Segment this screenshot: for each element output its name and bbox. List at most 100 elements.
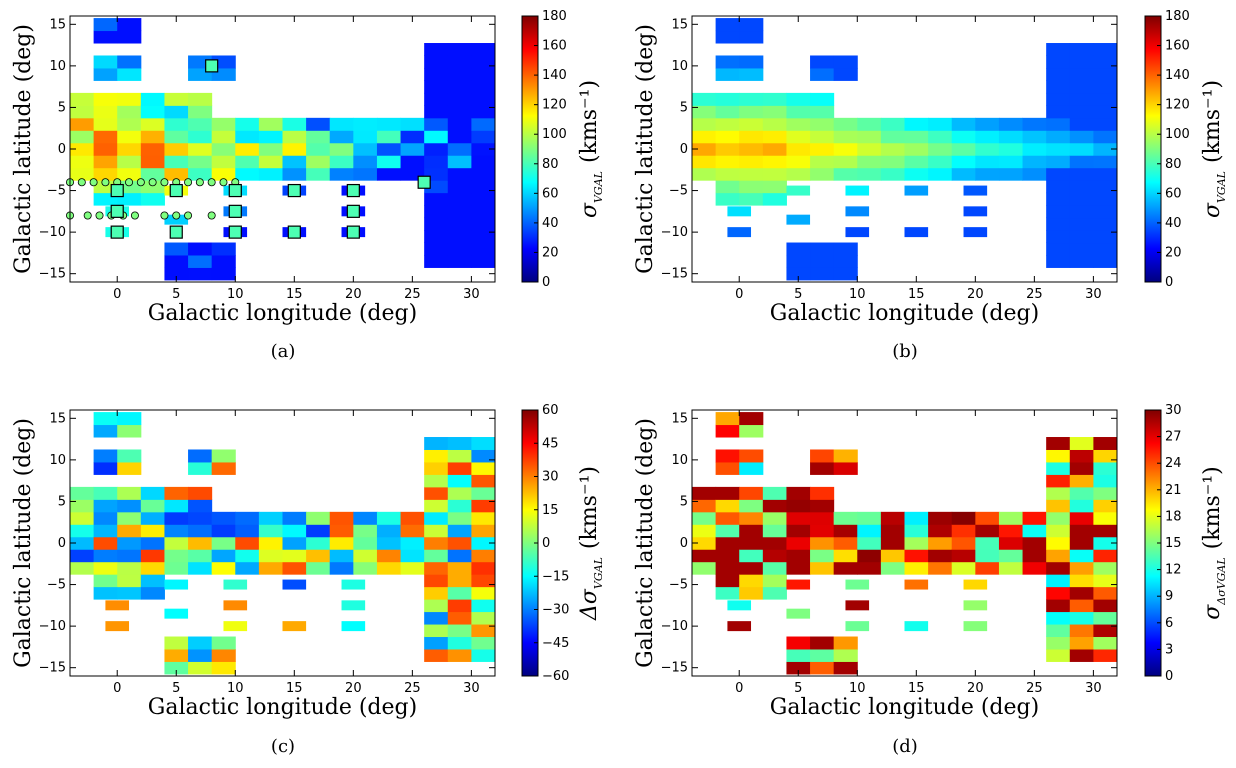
heatmap-cell xyxy=(258,549,283,563)
heatmap-cell xyxy=(715,180,740,194)
x-axis-label: Galactic longitude (deg) xyxy=(770,695,1039,720)
heatmap-cell xyxy=(951,117,976,131)
heatmap-cell xyxy=(786,486,811,500)
heatmap-cell xyxy=(739,461,764,475)
heatmap-cell xyxy=(739,486,764,500)
heatmap-cell xyxy=(471,180,495,194)
heatmap-cell xyxy=(810,511,835,525)
heatmap-cell xyxy=(963,227,988,238)
heatmap-cell xyxy=(762,192,787,206)
heatmap-cell xyxy=(376,561,402,575)
heatmap-cell xyxy=(306,536,331,550)
x-tick-label: 25 xyxy=(404,287,421,302)
heatmap-cell xyxy=(786,254,811,268)
heatmap-cell xyxy=(951,549,976,563)
heatmap-cell xyxy=(951,536,976,550)
heatmap-cell xyxy=(188,499,213,513)
heatmap-cell xyxy=(762,167,787,181)
heatmap-cell xyxy=(282,155,307,169)
heatmap-cell xyxy=(424,611,449,625)
heatmap-cell xyxy=(188,486,213,500)
heatmap-cell xyxy=(424,586,449,600)
heatmap-cell xyxy=(1046,648,1071,662)
heatmap-cell xyxy=(786,242,811,256)
heatmap-cell xyxy=(715,67,740,81)
heatmap-cell xyxy=(70,549,95,563)
heatmap-cell xyxy=(1069,499,1094,513)
heatmap-cell xyxy=(447,192,472,206)
heatmap-cell xyxy=(164,511,189,525)
heatmap-cell xyxy=(715,117,740,131)
heatmap-cell xyxy=(1093,586,1117,600)
heatmap-cell xyxy=(715,536,740,550)
colorbar-tick-label: 0 xyxy=(542,536,550,551)
heatmap-cell xyxy=(164,267,189,281)
heatmap-cell xyxy=(447,180,472,194)
heatmap-cell xyxy=(1022,561,1047,575)
heatmap-cell xyxy=(93,105,118,119)
heatmap-cell xyxy=(1069,192,1094,206)
heatmap-cell xyxy=(424,511,449,525)
y-axis-label: Galactic latitude (deg) xyxy=(633,418,658,668)
field-circle-marker xyxy=(77,178,86,187)
heatmap-cell xyxy=(471,117,495,131)
x-tick-label: 0 xyxy=(113,287,121,302)
heatmap-cell xyxy=(692,561,717,575)
heatmap-cell xyxy=(762,511,787,525)
colorbar-unit: (kms⁻¹) xyxy=(577,80,602,163)
heatmap-cell xyxy=(1069,167,1094,181)
y-tick-label: 5 xyxy=(680,100,688,115)
heatmap-cell xyxy=(235,536,260,550)
heatmap-cell xyxy=(833,561,858,575)
heatmap-cell xyxy=(424,574,449,588)
heatmap-cell xyxy=(424,474,449,488)
colorbar-tick-label: 21 xyxy=(1165,483,1182,498)
heatmap-cell xyxy=(904,142,929,156)
x-tick-label: 20 xyxy=(967,681,984,696)
heatmap-cell xyxy=(928,130,953,144)
heatmap-cell xyxy=(1069,130,1094,144)
heatmap-cell xyxy=(762,574,787,588)
heatmap-cell xyxy=(975,167,1000,181)
heatmap-cell xyxy=(715,449,740,463)
heatmap-cell xyxy=(727,621,752,632)
heatmap-cell xyxy=(963,621,988,632)
heatmap-cell xyxy=(93,561,118,575)
colorbar xyxy=(1144,15,1162,283)
colorbar-tick-label: 140 xyxy=(542,68,567,83)
colorbar-symbol: Δσ xyxy=(577,588,602,621)
colorbar-tick-label: 0 xyxy=(1165,275,1173,290)
colorbar-tick-label: 120 xyxy=(542,98,567,113)
x-tick-label: 25 xyxy=(404,681,421,696)
heatmap-cell xyxy=(400,142,425,156)
heatmap-cell xyxy=(164,486,189,500)
heatmap-cell xyxy=(140,142,165,156)
heatmap-cell xyxy=(258,167,283,181)
heatmap-cell xyxy=(341,579,366,590)
heatmap-cell xyxy=(998,511,1024,525)
colorbar xyxy=(521,15,539,283)
heatmap-cell xyxy=(424,636,449,650)
heatmap-cell xyxy=(715,486,740,500)
heatmap-cell xyxy=(282,621,307,632)
colorbar-tick-label: 12 xyxy=(1165,563,1182,578)
colorbar-tick-label: 100 xyxy=(1165,127,1190,142)
heatmap-cell xyxy=(1093,167,1117,181)
field-circle-marker xyxy=(95,211,104,220)
heatmap-cell xyxy=(471,474,495,488)
heatmap-cell xyxy=(341,621,366,632)
heatmap-cell xyxy=(739,55,764,69)
heatmap-cell xyxy=(329,524,354,538)
heatmap-cell xyxy=(1069,586,1094,600)
heatmap-cell xyxy=(810,267,835,281)
heatmap-cell xyxy=(235,130,260,144)
heatmap-cell xyxy=(998,549,1024,563)
heatmap-cell xyxy=(1022,155,1047,169)
heatmap-cell xyxy=(715,561,740,575)
field-square-marker xyxy=(287,183,301,198)
heatmap-cell xyxy=(1093,117,1117,131)
heatmap-cell xyxy=(1046,230,1071,244)
heatmap-cell xyxy=(424,449,449,463)
heatmap-cell xyxy=(1046,92,1071,106)
